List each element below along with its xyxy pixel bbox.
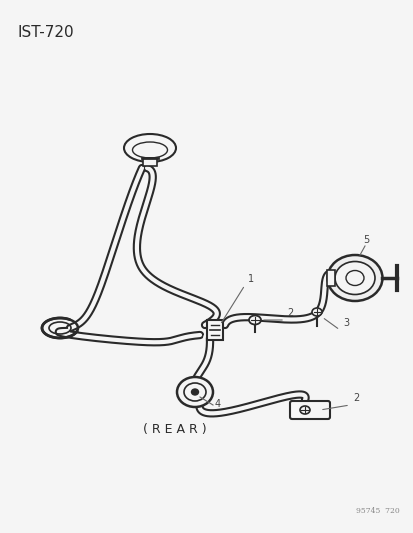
Ellipse shape: [248, 316, 260, 325]
Ellipse shape: [327, 255, 382, 301]
Ellipse shape: [191, 389, 198, 395]
Text: 3: 3: [342, 318, 348, 328]
FancyBboxPatch shape: [142, 158, 157, 166]
Text: 4: 4: [214, 399, 221, 409]
Ellipse shape: [183, 383, 206, 401]
Ellipse shape: [311, 308, 321, 316]
Ellipse shape: [299, 406, 309, 414]
Ellipse shape: [334, 262, 374, 295]
Text: IST-720: IST-720: [18, 25, 74, 40]
Ellipse shape: [345, 271, 363, 286]
Text: ( R E A R ): ( R E A R ): [143, 424, 206, 437]
Text: 1: 1: [247, 274, 254, 284]
Text: 2: 2: [286, 308, 292, 318]
Ellipse shape: [124, 134, 176, 162]
Text: 5: 5: [362, 235, 368, 245]
Text: 95745  720: 95745 720: [356, 507, 399, 515]
FancyBboxPatch shape: [326, 270, 334, 286]
Ellipse shape: [132, 142, 167, 158]
FancyBboxPatch shape: [206, 320, 223, 340]
Text: 2: 2: [352, 393, 358, 403]
Ellipse shape: [177, 377, 212, 407]
FancyBboxPatch shape: [289, 401, 329, 419]
